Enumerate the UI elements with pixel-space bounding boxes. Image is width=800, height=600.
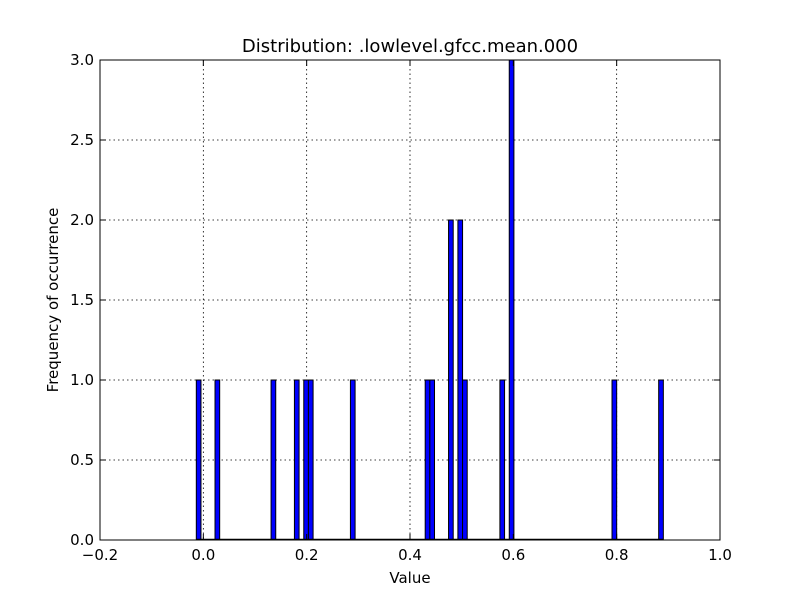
y-tick-label: 1.0: [70, 371, 94, 389]
histogram-bar: [270, 379, 277, 541]
histogram-bar: [611, 379, 618, 541]
x-tick-label: 0.6: [501, 546, 525, 564]
chart-title: Distribution: .lowlevel.gfcc.mean.000: [242, 36, 578, 57]
histogram-bar: [307, 379, 314, 541]
histogram-bar: [424, 379, 431, 541]
x-axis-label: Value: [389, 569, 430, 587]
histogram-bar: [429, 379, 436, 541]
x-tick-label: −0.2: [82, 546, 118, 564]
histogram-bar: [349, 379, 356, 541]
histogram-bar: [293, 379, 300, 541]
histogram-bar: [303, 379, 309, 541]
x-tick-label: 0.8: [605, 546, 629, 564]
histogram-bar: [195, 379, 202, 541]
histogram-bar: [508, 59, 515, 541]
y-tick-label: 1.5: [70, 291, 94, 309]
axis-ticks: [99, 59, 721, 541]
y-tick-label: 0.0: [70, 531, 94, 549]
x-tick-label: 0.4: [398, 546, 422, 564]
y-tick-label: 2.0: [70, 211, 94, 229]
histogram-bar: [499, 379, 506, 541]
x-tick-labels: −0.2 0.0 0.2 0.4 0.6 0.8 1.0: [82, 546, 732, 564]
y-tick-label: 2.5: [70, 131, 94, 149]
x-tick-label: 1.0: [708, 546, 732, 564]
y-tick-label: 0.5: [70, 451, 94, 469]
histogram-bar: [457, 219, 464, 541]
histogram-bar: [448, 219, 454, 541]
histogram-bar: [462, 379, 468, 541]
x-tick-label: 0.0: [191, 546, 215, 564]
x-tick-label: 0.2: [295, 546, 319, 564]
histogram-bar: [214, 379, 221, 541]
y-tick-labels: 0.0 0.5 1.0 1.5 2.0 2.5 3.0: [70, 51, 94, 549]
y-axis-label: Frequency of occurrence: [44, 208, 62, 393]
y-tick-label: 3.0: [70, 51, 94, 69]
histogram-bar: [658, 379, 664, 541]
grid-lines: [100, 60, 720, 540]
